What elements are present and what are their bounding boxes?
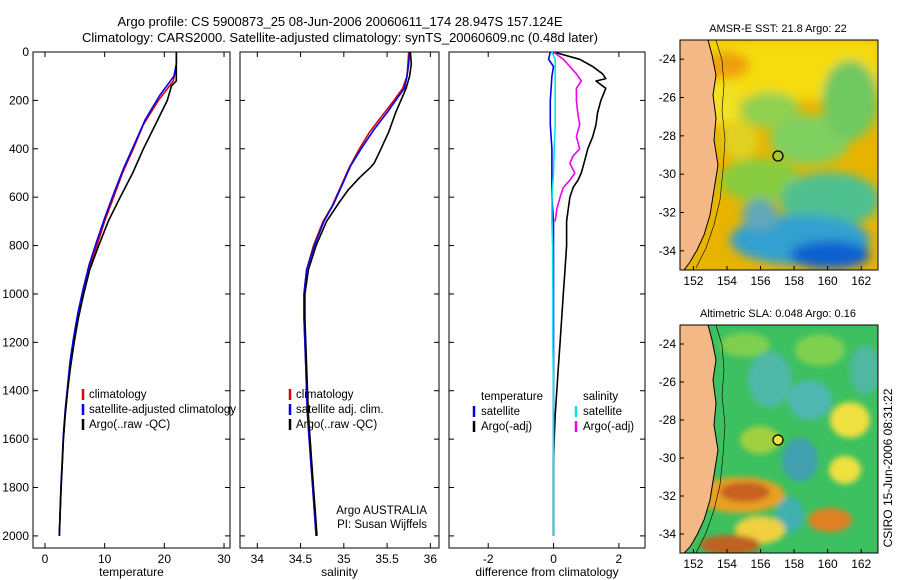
- difference-x-tick-label: 0: [550, 552, 557, 566]
- sst-lon-tick-label: 158: [784, 274, 804, 288]
- sst-lon-tick-label: 160: [818, 274, 838, 288]
- sst-lat-tick-label: -26: [659, 91, 677, 105]
- sla-map-title: Altimetric SLA: 0.048 Argo: 0.16: [700, 308, 856, 320]
- sst-map: [680, 40, 878, 270]
- depth-tick-label: 2000: [2, 529, 29, 543]
- temperature-x-tick-label: 30: [217, 552, 231, 566]
- salinity-legend-label: satellite adj. clim.: [296, 404, 384, 416]
- salinity-x-tick-label: 35.5: [375, 552, 399, 566]
- salinity-series-argo: [304, 51, 413, 536]
- sla-lon-tick-label: 162: [851, 557, 871, 571]
- salinity-x-tick-label: 34: [251, 552, 265, 566]
- legend-label-temperature: Argo(-adj): [481, 421, 532, 433]
- sla-lon-tick-label: 152: [683, 557, 703, 571]
- salinity-legend-label: Argo(..raw -QC): [296, 419, 377, 431]
- sla-lon-tick-label: 158: [784, 557, 804, 571]
- difference-x-axis-label: difference from climatology: [475, 565, 618, 579]
- depth-tick-label: 1800: [2, 481, 29, 495]
- sla-lat-tick-label: -26: [659, 375, 677, 389]
- credit-text: CSIRO 15-Jun-2006 08:31:22: [881, 388, 895, 547]
- legend-label-salinity: satellite: [583, 406, 622, 418]
- sst-lat-tick-label: -32: [659, 206, 677, 220]
- sla-argo-location-marker: [772, 434, 784, 446]
- sla-lat-tick-label: -34: [659, 527, 677, 541]
- legend-header-temperature: temperature: [481, 391, 543, 403]
- depth-tick-label: 400: [9, 142, 29, 156]
- sla-coastline: [683, 325, 719, 553]
- depth-tick-label: 200: [9, 93, 29, 107]
- sst-lat-tick-label: -24: [659, 52, 677, 66]
- depth-tick-label: 0: [22, 45, 29, 59]
- sla-field: [695, 333, 878, 553]
- salinity-panel: 34 34.5 35 35.5 36 salinity climatology satelli…: [239, 51, 440, 579]
- sla-lon-tick-label: 156: [751, 557, 771, 571]
- temperature-series-argo: [58, 52, 178, 536]
- sla-lat-tick-label: -32: [659, 489, 677, 503]
- salinity-x-tick-label: 35: [337, 552, 351, 566]
- sla-lon-tick-label: 154: [717, 557, 737, 571]
- sla-land: [680, 325, 718, 553]
- sla-isobath: [695, 325, 726, 553]
- temperature-legend-label: climatology: [89, 389, 147, 401]
- difference-x-tick-label: 2: [616, 552, 623, 566]
- depth-tick-label: 600: [9, 190, 29, 204]
- depth-tick-label: 800: [9, 239, 29, 253]
- difference-series-salinity-argo: [553, 51, 583, 222]
- temperature-x-tick-label: 20: [158, 552, 172, 566]
- sst-isobath: [695, 40, 726, 269]
- difference-series-salinity-satellite: [551, 51, 557, 536]
- temperature-legend-label: satellite-adjusted climatology: [89, 404, 236, 416]
- salinity-x-tick-label: 36: [424, 552, 438, 566]
- sla-lat-tick-label: -30: [659, 451, 677, 465]
- difference-series-temperature-satellite: [547, 51, 555, 536]
- temperature-x-axis-label: temperature: [99, 565, 164, 579]
- title-line-1: Argo profile: CS 5900873_25 08-Jun-2006 …: [117, 14, 562, 29]
- salinity-x-tick-label: 34.5: [289, 552, 313, 566]
- sst-lon-tick-label: 154: [717, 274, 737, 288]
- sla-lon-tick-label: 160: [818, 557, 838, 571]
- sst-field: [680, 40, 878, 269]
- salinity-x-axis-label: salinity: [321, 565, 358, 579]
- difference-x-tick-label: -2: [483, 552, 494, 566]
- sst-land: [680, 40, 718, 270]
- temperature-legend-label: Argo(..raw -QC): [89, 419, 170, 431]
- salinity-legend-label: climatology: [296, 389, 354, 401]
- salinity-axes-frame: [239, 51, 440, 549]
- sla-map-frame: [679, 324, 879, 554]
- depth-tick-label: 1000: [2, 287, 29, 301]
- title-line-2: Climatology: CARS2000. Satellite-adjuste…: [82, 30, 598, 45]
- sst-lon-tick-label: 156: [751, 274, 771, 288]
- temperature-axes-frame: [32, 51, 231, 549]
- temperature-x-tick-label: 10: [98, 552, 112, 566]
- legend-header-salinity: salinity: [583, 391, 618, 403]
- sst-map-frame: [679, 39, 879, 271]
- sla-map-axes: 152 154 156 158 160 162 -24 -26 -28 -30 -32 -34: [659, 337, 872, 571]
- legend-label-temperature: satellite: [481, 406, 520, 418]
- salinity-series-satellite-adj-clim-: [303, 51, 411, 536]
- float-annotation: Argo AUSTRALIA: [336, 505, 427, 517]
- difference-axes-frame: [448, 51, 646, 549]
- sst-lon-tick-label: 162: [851, 274, 871, 288]
- sst-coastline: [683, 40, 719, 270]
- sla-lat-tick-label: -24: [659, 337, 677, 351]
- sst-map-title: AMSR-E SST: 21.8 Argo: 22: [709, 23, 847, 35]
- depth-tick-label: 1200: [2, 335, 29, 349]
- depth-tick-label: 1600: [2, 432, 29, 446]
- temperature-x-tick-label: 0: [42, 552, 49, 566]
- sst-lon-tick-label: 152: [683, 274, 703, 288]
- legend-label-salinity: Argo(-adj): [583, 421, 634, 433]
- temperature-panel: 0 10 20 30 0 200 400 600 800 1000 1200 1400 1600 1800…: [2, 45, 236, 579]
- sst-lat-tick-label: -30: [659, 167, 677, 181]
- sst-lat-tick-label: -28: [659, 129, 677, 143]
- difference-series-temperature-argo: [552, 51, 607, 536]
- depth-tick-label: 1400: [2, 384, 29, 398]
- sst-lat-tick-label: -34: [659, 244, 677, 258]
- float-annotation: PI: Susan Wijffels: [337, 519, 427, 531]
- sst-map-axes: 152 154 156 158 160 162 -24 -26 -28 -30 -32 -34: [659, 52, 872, 288]
- sla-lat-tick-label: -28: [659, 413, 677, 427]
- sst-argo-location-marker: [772, 150, 784, 162]
